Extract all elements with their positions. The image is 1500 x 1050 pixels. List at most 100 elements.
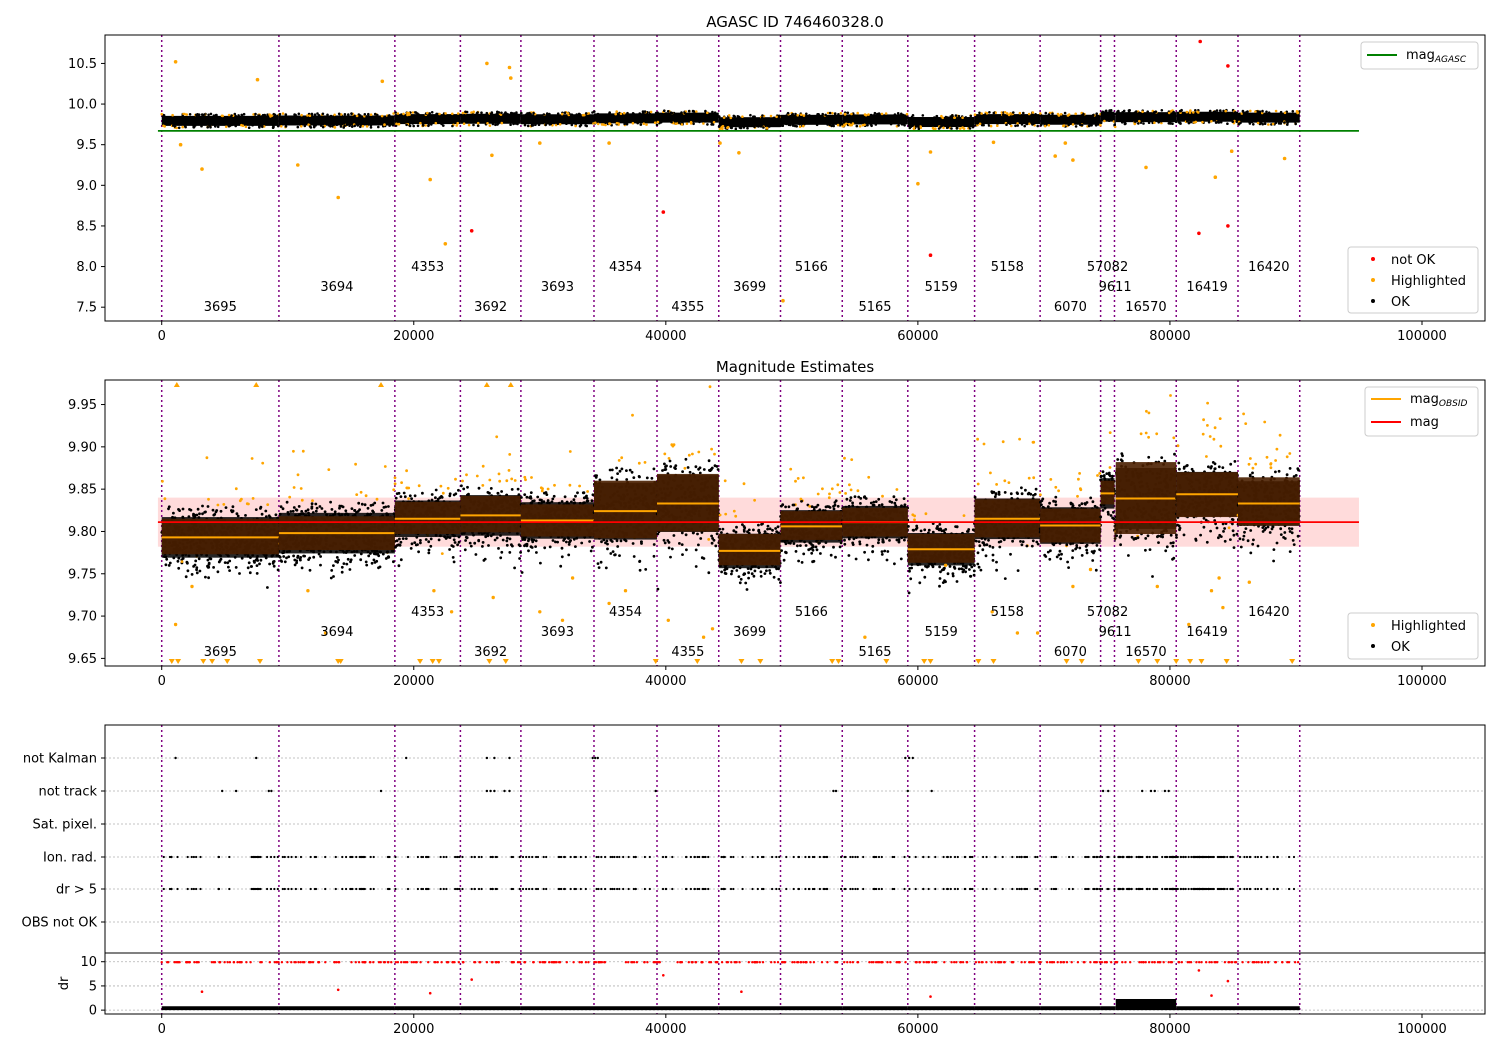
- ok-point: [1036, 124, 1039, 128]
- ok-point: [427, 540, 431, 544]
- ok-point: [209, 112, 213, 116]
- ok-point: [1122, 109, 1126, 113]
- ok-point: [618, 469, 622, 473]
- ok-point: [704, 109, 707, 113]
- ok-point: [212, 114, 216, 117]
- not-ok-outlier: [661, 210, 666, 214]
- ok-point: [171, 113, 174, 117]
- highlighted-outlier: [443, 242, 448, 246]
- ok-point: [421, 491, 424, 495]
- legend-label-not-ok: not OK: [1391, 253, 1436, 268]
- ok-point: [312, 555, 316, 559]
- ok-point: [760, 116, 764, 120]
- ok-point: [611, 550, 615, 553]
- ok-point: [978, 111, 981, 115]
- ok-point: [548, 545, 552, 549]
- ok-point: [359, 558, 363, 562]
- ok-point: [622, 111, 626, 115]
- ok-point: [714, 544, 718, 548]
- ok-point: [828, 111, 832, 115]
- ok-point: [370, 561, 374, 565]
- ok-point: [545, 122, 548, 125]
- ok-point: [787, 123, 791, 127]
- ok-point: [551, 497, 555, 501]
- ok-point: [1123, 122, 1127, 126]
- ok-point: [821, 112, 824, 116]
- ok-point: [319, 555, 322, 558]
- ok-point: [645, 476, 649, 480]
- ok-point: [1286, 123, 1289, 126]
- ok-point: [880, 553, 884, 556]
- ok-point: [172, 511, 175, 515]
- ok-point: [582, 496, 586, 500]
- ok-point: [1062, 124, 1065, 128]
- ok-point: [686, 466, 690, 469]
- ok-point: [1171, 122, 1174, 125]
- ok-point: [554, 123, 558, 127]
- ok-point: [481, 541, 485, 544]
- ok-point: [383, 123, 386, 127]
- ok-point: [203, 510, 207, 514]
- ok-point: [376, 552, 380, 556]
- ok-point: [195, 513, 199, 517]
- ok-point: [247, 126, 251, 129]
- ok-point: [272, 124, 275, 127]
- ok-point: [920, 568, 924, 572]
- ok-point: [565, 540, 568, 544]
- ok-point: [429, 544, 433, 548]
- ok-point: [1016, 122, 1019, 125]
- ok-point: [430, 123, 433, 126]
- ok-point: [687, 109, 691, 113]
- ok-points-3695: [161, 115, 279, 126]
- ok-point: [556, 122, 560, 125]
- ok-point: [692, 110, 696, 113]
- ok-point: [399, 540, 403, 544]
- ok-point: [1063, 111, 1067, 115]
- ok-point: [575, 113, 578, 116]
- ok-point: [794, 550, 798, 553]
- ok-point: [969, 114, 973, 118]
- highlighted-point: [355, 493, 359, 496]
- ok-point: [811, 548, 815, 552]
- ok-point: [388, 114, 391, 117]
- ok-point: [1039, 112, 1042, 115]
- ok-point: [297, 112, 301, 116]
- highlighted-point: [539, 486, 543, 490]
- ok-point: [656, 587, 660, 591]
- highlighted-outlier: [1053, 154, 1057, 158]
- ok-point: [387, 555, 391, 559]
- ok-point: [1291, 110, 1295, 113]
- ok-point: [834, 555, 837, 559]
- ok-point: [271, 126, 275, 129]
- highlighted-point: [481, 484, 485, 487]
- ok-point: [185, 560, 189, 564]
- highlighted-point: [292, 486, 296, 489]
- obsid-label: 9611: [1099, 280, 1132, 295]
- ok-point: [757, 523, 760, 527]
- highlighted-outlier: [1282, 156, 1287, 161]
- agasc-xtick-label: 60000: [897, 329, 938, 344]
- ok-point: [870, 124, 873, 128]
- ok-point: [753, 125, 756, 129]
- ok-point: [270, 114, 274, 117]
- ok-point: [917, 125, 920, 129]
- ok-point: [209, 126, 212, 129]
- ok-point: [615, 110, 618, 113]
- ok-point: [508, 537, 512, 541]
- ok-point: [859, 497, 863, 500]
- ok-point: [967, 125, 971, 128]
- agasc-xtick-label: 0: [158, 329, 166, 344]
- ok-point: [889, 122, 893, 126]
- ok-point: [181, 125, 184, 129]
- ok-point: [933, 116, 936, 119]
- ok-point: [1067, 123, 1070, 127]
- ok-points-4354: [593, 113, 657, 124]
- ok-point: [718, 115, 721, 118]
- ok-point: [419, 121, 422, 125]
- highlighted-point: [568, 483, 572, 487]
- ok-point: [1113, 123, 1116, 126]
- ok-point: [178, 509, 182, 512]
- ok-point: [604, 123, 607, 127]
- ok-point: [353, 509, 357, 512]
